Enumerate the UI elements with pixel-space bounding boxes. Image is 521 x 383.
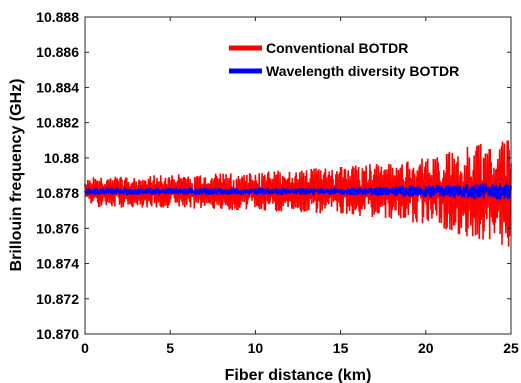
series-line-conventional bbox=[84, 140, 512, 247]
y-tick-label: 10.88 bbox=[44, 150, 79, 166]
x-tick-label: 15 bbox=[333, 340, 349, 356]
y-tick-label: 10.876 bbox=[36, 220, 79, 236]
y-tick-label: 10.878 bbox=[36, 185, 79, 201]
x-tick-label: 5 bbox=[166, 340, 174, 356]
series-line-wavelength-diversity bbox=[84, 182, 512, 200]
y-tick-label: 10.888 bbox=[36, 9, 79, 25]
y-tick-label: 10.886 bbox=[36, 44, 79, 60]
x-tick-label: 10 bbox=[248, 340, 264, 356]
x-tick-label: 25 bbox=[503, 340, 519, 356]
legend-label-conventional: Conventional BOTDR bbox=[266, 40, 408, 56]
x-axis-title: Fiber distance (km) bbox=[225, 367, 372, 383]
legend: Conventional BOTDR Wavelength diversity … bbox=[222, 36, 492, 84]
y-tick-label: 10.872 bbox=[36, 291, 79, 307]
legend-box bbox=[222, 36, 492, 84]
x-tick-label: 0 bbox=[81, 340, 89, 356]
axis-ticks: 0 5 10 15 20 25 10.870 10.872 10.874 10.876 10.878… bbox=[36, 9, 519, 356]
y-tick-label: 10.884 bbox=[36, 79, 79, 95]
axes-box bbox=[84, 16, 512, 335]
y-axis-title: Brillouin frequency (GHz) bbox=[8, 79, 25, 272]
y-tick-label: 10.874 bbox=[36, 256, 79, 272]
y-tick-label: 10.882 bbox=[36, 115, 79, 131]
y-tick-label: 10.870 bbox=[36, 326, 79, 342]
legend-label-wavelength-diversity: Wavelength diversity BOTDR bbox=[266, 63, 459, 79]
plot-area bbox=[84, 140, 512, 247]
x-tick-label: 20 bbox=[418, 340, 434, 356]
